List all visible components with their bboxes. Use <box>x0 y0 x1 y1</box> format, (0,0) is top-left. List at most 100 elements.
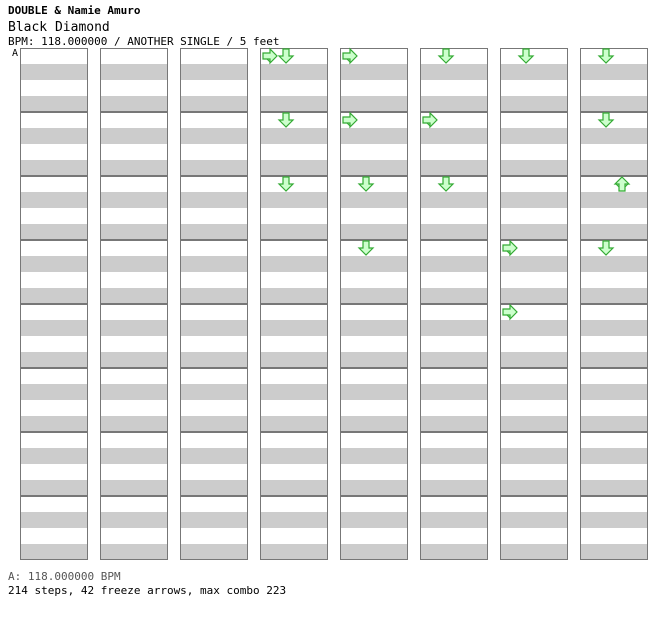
measure-border <box>20 368 88 432</box>
measure-border <box>100 176 168 240</box>
chart-column <box>420 48 488 560</box>
beat-band <box>260 320 328 336</box>
beat-band <box>500 352 568 368</box>
beat-band <box>20 544 88 560</box>
step-arrow <box>277 176 295 192</box>
beat-band <box>340 288 408 304</box>
measure-border <box>580 432 648 496</box>
beat-band <box>20 320 88 336</box>
beat-band <box>580 128 648 144</box>
beat-band <box>260 512 328 528</box>
beat-band <box>500 320 568 336</box>
measure-border <box>500 48 568 112</box>
beat-band <box>500 128 568 144</box>
beat-band <box>500 512 568 528</box>
beat-band <box>180 416 248 432</box>
measure-border <box>100 496 168 560</box>
beat-band <box>100 544 168 560</box>
beat-band <box>580 384 648 400</box>
measure-border <box>340 240 408 304</box>
beat-band <box>20 224 88 240</box>
beat-band <box>180 320 248 336</box>
beat-band <box>420 384 488 400</box>
beat-band <box>420 192 488 208</box>
beat-band <box>260 224 328 240</box>
chart-column <box>340 48 408 560</box>
measure-border <box>420 176 488 240</box>
beat-band <box>340 320 408 336</box>
beat-band <box>420 160 488 176</box>
measure-border <box>580 176 648 240</box>
bpm-footer: A: 118.000000 BPM <box>8 570 121 583</box>
beat-band <box>340 512 408 528</box>
step-arrow <box>422 111 438 129</box>
measure-border <box>340 112 408 176</box>
beat-band <box>580 480 648 496</box>
beat-band <box>20 512 88 528</box>
beat-band <box>260 544 328 560</box>
beat-band <box>180 512 248 528</box>
beat-band <box>500 256 568 272</box>
beat-band <box>340 384 408 400</box>
beat-band <box>340 224 408 240</box>
beat-band <box>500 224 568 240</box>
measure-border <box>20 48 88 112</box>
beat-band <box>100 64 168 80</box>
beat-band <box>500 384 568 400</box>
beat-band <box>260 384 328 400</box>
beat-band <box>340 192 408 208</box>
step-arrow <box>502 239 518 257</box>
chart-column <box>180 48 248 560</box>
beat-band <box>20 160 88 176</box>
beat-band <box>20 480 88 496</box>
measure-border <box>260 496 328 560</box>
chart-column <box>500 48 568 560</box>
beat-band <box>20 448 88 464</box>
chart-column <box>100 48 168 560</box>
beat-band <box>180 96 248 112</box>
beat-band <box>180 448 248 464</box>
measure-border <box>20 112 88 176</box>
beat-band <box>260 352 328 368</box>
beat-band <box>420 256 488 272</box>
beat-band <box>100 96 168 112</box>
step-arrow <box>437 48 455 64</box>
measure-border <box>340 176 408 240</box>
beat-band <box>420 64 488 80</box>
step-arrow <box>502 303 518 321</box>
beat-band <box>260 128 328 144</box>
beat-band <box>340 128 408 144</box>
beat-band <box>420 320 488 336</box>
beat-band <box>260 288 328 304</box>
beat-band <box>180 128 248 144</box>
measure-border <box>20 496 88 560</box>
beat-band <box>340 256 408 272</box>
measure-border <box>420 240 488 304</box>
beat-band <box>340 416 408 432</box>
measure-border <box>340 496 408 560</box>
beat-band <box>100 224 168 240</box>
beat-band <box>500 544 568 560</box>
beat-band <box>260 160 328 176</box>
beat-band <box>180 544 248 560</box>
beat-band <box>580 512 648 528</box>
beat-band <box>580 256 648 272</box>
measure-border <box>260 432 328 496</box>
beat-band <box>500 448 568 464</box>
beat-band <box>420 416 488 432</box>
measure-border <box>100 48 168 112</box>
chart-stats: 214 steps, 42 freeze arrows, max combo 2… <box>8 584 287 597</box>
beat-band <box>20 64 88 80</box>
beat-band <box>340 160 408 176</box>
beat-band <box>180 192 248 208</box>
beat-band <box>100 320 168 336</box>
beat-band <box>260 96 328 112</box>
bpm-marker: A <box>12 48 18 59</box>
beat-band <box>260 192 328 208</box>
beat-band <box>580 352 648 368</box>
measure-border <box>260 240 328 304</box>
measure-border <box>100 368 168 432</box>
step-arrow <box>277 48 295 64</box>
beat-band <box>580 544 648 560</box>
